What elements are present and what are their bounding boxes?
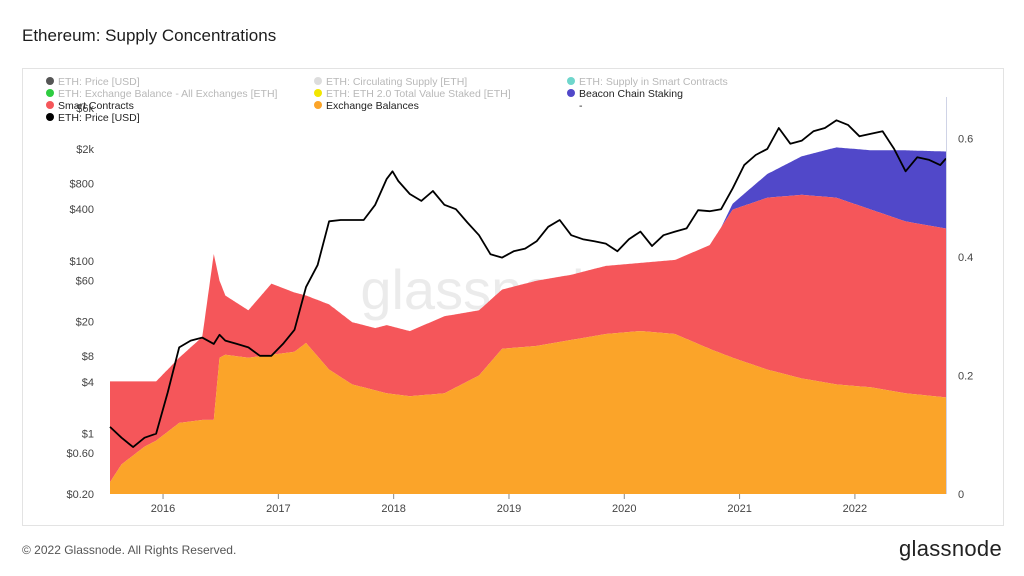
x-axis-tick-label: 2020 <box>612 503 636 515</box>
x-axis-tick-label: 2019 <box>497 503 521 515</box>
chart-panel: glassnode $6k $2k $800 $400 $100 $60 $20 $8 $4 $1… <box>22 68 1004 526</box>
price-line-layer <box>109 119 947 448</box>
left-axis-tick-label: $2k <box>76 144 94 156</box>
legend-item-label[interactable]: ETH: Exchange Balance - All Exchanges [E… <box>58 88 278 100</box>
left-axis-tick-label: $8 <box>82 351 94 363</box>
eth-price-line <box>109 119 947 448</box>
legend-marker <box>314 77 322 85</box>
left-axis-tick-label: $0.20 <box>66 489 94 501</box>
left-axis-tick-label: $100 <box>70 256 94 268</box>
right-axis-tick-label: 0.6 <box>958 133 973 145</box>
glassnode-logo: glassnode <box>899 536 1002 561</box>
left-axis-tick-label: $20 <box>76 316 94 328</box>
legend-item-label[interactable]: Smart Contracts <box>58 100 134 112</box>
page-title: Ethereum: Supply Concentrations <box>22 26 277 45</box>
legend-item-label[interactable]: - <box>579 100 583 112</box>
left-axis-tick-label: $800 <box>70 178 94 190</box>
legend-marker <box>46 89 54 97</box>
beacon-chain-staking-area <box>110 147 946 382</box>
supply-concentration-chart: glassnode $6k$2k$800$400$100$60$20$8$4$1… <box>46 76 973 515</box>
legend-marker <box>46 113 54 121</box>
legend-item-label[interactable]: ETH: ETH 2.0 Total Value Staked [ETH] <box>326 88 511 100</box>
legend-item-label[interactable]: Beacon Chain Staking <box>579 88 683 100</box>
legend-marker <box>46 101 54 109</box>
legend-item-label[interactable]: Exchange Balances <box>326 100 419 112</box>
legend-marker <box>314 101 322 109</box>
x-axis-tick-label: 2016 <box>151 503 175 515</box>
legend-marker <box>314 89 322 97</box>
left-axis-tick-label: $4 <box>82 377 94 389</box>
area-layer <box>110 147 946 494</box>
legend-item-label[interactable]: ETH: Circulating Supply [ETH] <box>326 76 467 88</box>
exchange-balances-area <box>110 331 946 494</box>
left-axis-tick-label: $400 <box>70 204 94 216</box>
legend-marker <box>567 89 575 97</box>
right-axis-tick-label: 0.2 <box>958 370 973 382</box>
x-axis-tick-label: 2017 <box>266 503 290 515</box>
legend: ETH: Price [USD] ETH: Circulating Supply … <box>46 76 728 124</box>
x-axis-tick-label: 2018 <box>381 503 405 515</box>
legend-item-label[interactable]: ETH: Price [USD] <box>58 76 140 88</box>
legend-marker <box>567 77 575 85</box>
smart-contracts-area <box>110 194 946 483</box>
left-axis-tick-label: $0.60 <box>66 448 94 460</box>
copyright-text: © 2022 Glassnode. All Rights Reserved. <box>22 543 237 557</box>
legend-item-label[interactable]: ETH: Supply in Smart Contracts <box>579 76 728 88</box>
x-axis-tick-label: 2021 <box>727 503 751 515</box>
legend-item-label[interactable]: ETH: Price [USD] <box>58 112 140 124</box>
left-axis-tick-label: $60 <box>76 275 94 287</box>
axes-layer: $6k $2k $800 $400 $100 $60 $20 $8 $4 $1 $0.60 $0.20… <box>66 97 973 515</box>
right-axis-tick-label: 0.4 <box>958 252 973 264</box>
legend-marker <box>46 77 54 85</box>
left-axis-tick-label: $6k <box>76 103 94 115</box>
right-axis-tick-label: 0 <box>958 489 964 501</box>
left-axis-tick-label: $1 <box>82 429 94 441</box>
x-axis-tick-label: 2022 <box>843 503 867 515</box>
